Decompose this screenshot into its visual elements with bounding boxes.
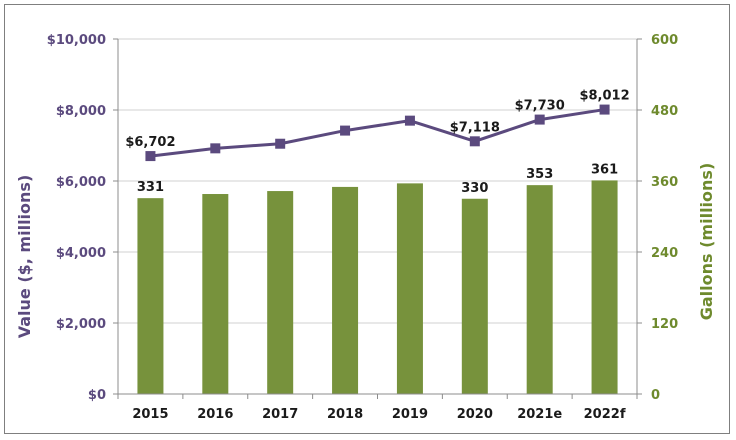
x-tick-label: 2020 [457,407,493,422]
bar-series [137,180,618,394]
y-right-tick-label: 600 [651,33,678,48]
x-tick-label: 2018 [327,407,363,422]
bar-gallons [526,185,553,394]
bar-gallons [202,194,229,394]
y-right-tick-label: 240 [651,246,678,261]
line-marker [469,136,480,147]
line-marker [340,125,351,136]
x-tick-label: 2016 [197,407,233,422]
gridlines [118,38,637,324]
x-tick-label: 2022f [584,407,626,422]
bar-gallons [332,186,359,394]
bar-gallons [267,191,294,394]
line-data-label: $6,702 [125,135,175,150]
bar-gallons [396,183,423,394]
x-tick-label: 2015 [132,407,168,422]
line-data-label: $7,118 [450,120,500,135]
bar-gallons [591,180,618,394]
y-right-tick-label: 120 [651,317,678,332]
y-right-tick-label: 480 [651,104,678,119]
line-data-label: $7,730 [515,99,565,114]
y-axis-right-title: Gallons (millions) [697,163,716,321]
line-marker [275,138,286,149]
value-line [150,108,605,158]
bar-gallons [137,198,164,394]
y-left-tick-label: $6,000 [56,175,106,190]
y-left-tick-label: $2,000 [56,317,106,332]
x-tick-label: 2019 [392,407,428,422]
bar-gallons [461,198,488,394]
bar-data-label: 353 [526,167,553,182]
line-marker [210,143,221,154]
data-labels: 331 330 353 361 $6,702 $7,118 $7,730 $8,012 [125,89,629,196]
line-data-label: $8,012 [579,89,629,104]
y-left-tick-label: $10,000 [47,33,106,48]
y-left-tick-label: $8,000 [56,104,106,119]
bar-data-label: 331 [137,180,164,195]
line-marker [145,151,156,162]
x-tick-label: 2017 [262,407,298,422]
bar-data-label: 330 [461,181,488,196]
y-right-tick-label: 360 [651,175,678,190]
line-marker [599,104,610,115]
line-series [145,104,610,162]
y-left-tick-label: $0 [88,388,106,403]
y-right-tick-label: 0 [651,388,660,403]
line-marker [534,114,545,125]
axes: $0 $2,000 $4,000 $6,000 $8,000 $10,000 0 120 240… [47,33,678,422]
y-left-tick-label: $4,000 [56,246,106,261]
bar-data-label: 361 [591,162,618,177]
x-tick-label: 2021e [517,407,562,422]
y-axis-left-title: Value ($, millions) [15,175,34,339]
line-marker [404,115,415,126]
